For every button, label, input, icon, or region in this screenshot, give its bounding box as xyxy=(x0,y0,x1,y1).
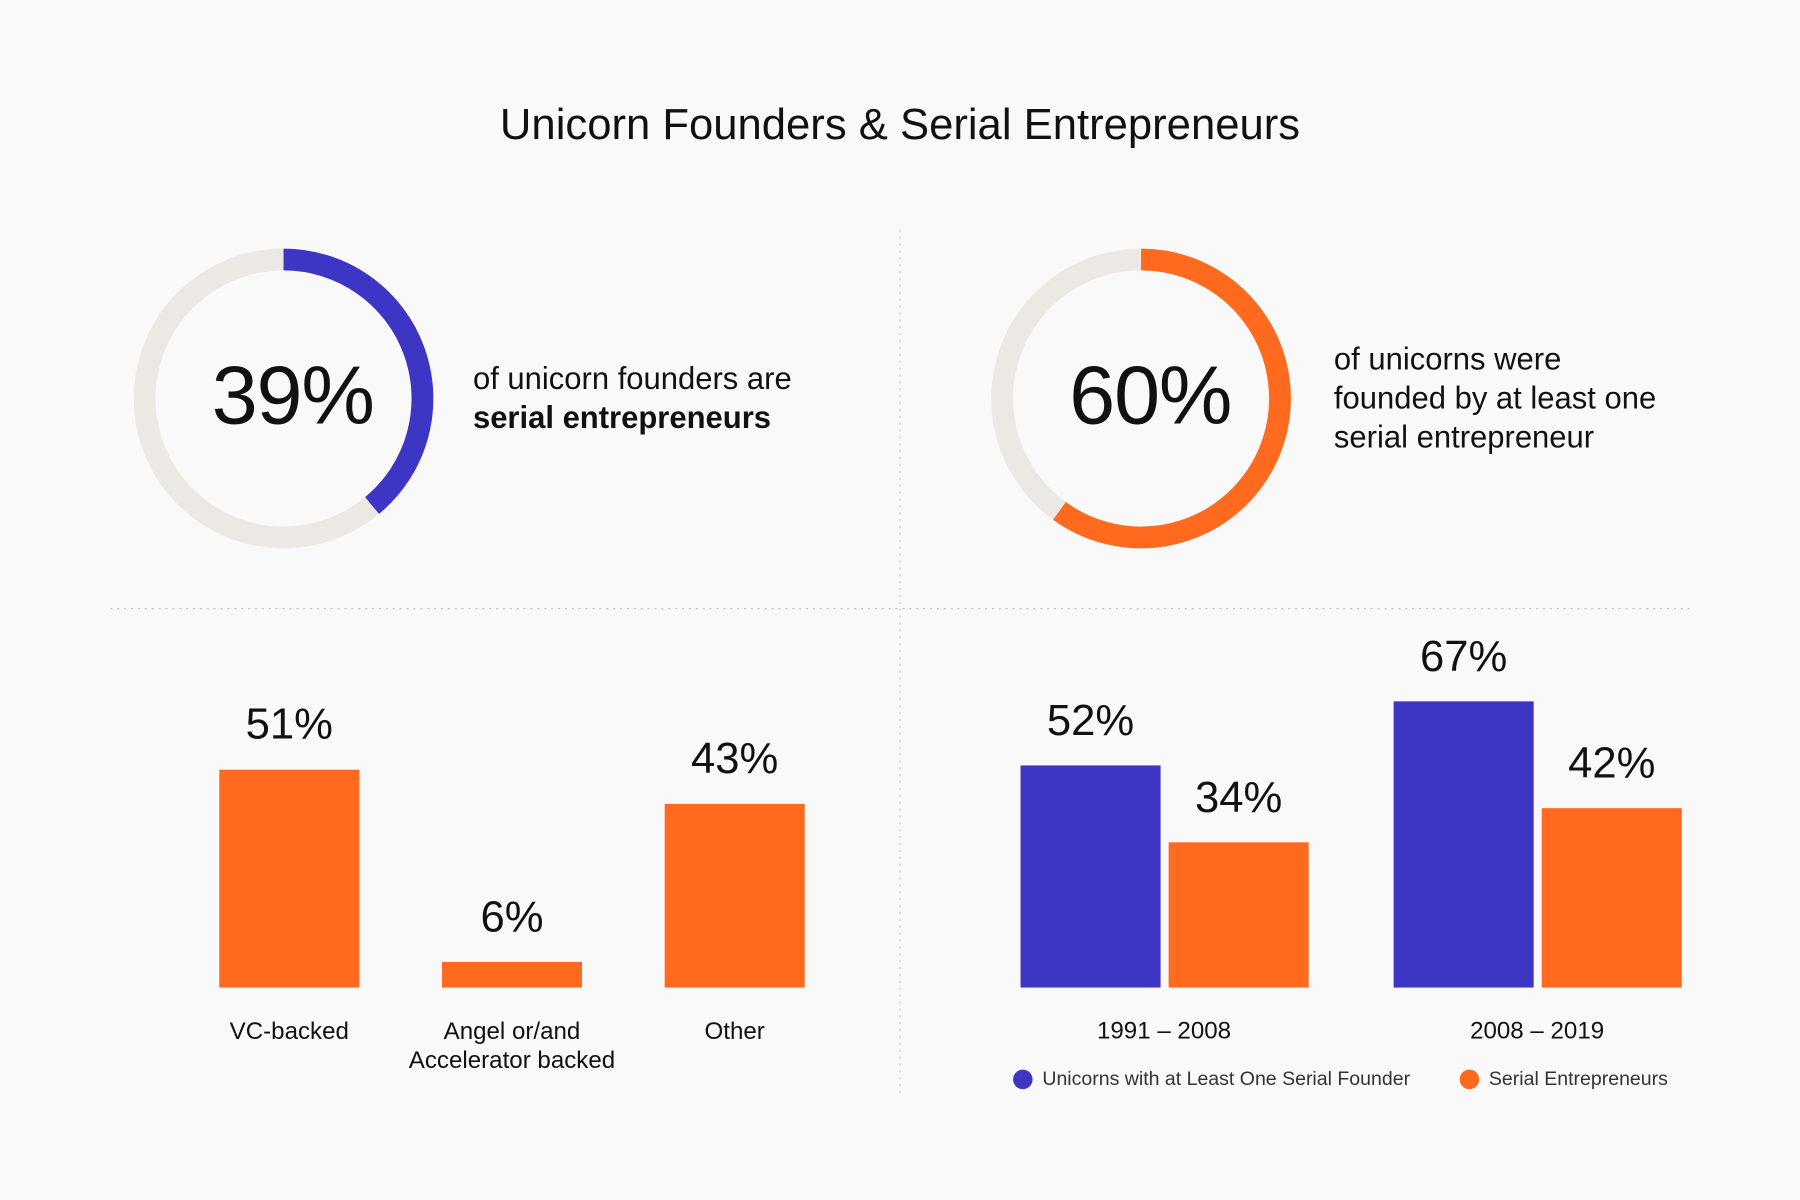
page-title: Unicorn Founders & Serial Entrepreneurs xyxy=(499,101,1301,150)
legend-label: Unicorns with at Least One Serial Founde… xyxy=(1042,1067,1411,1090)
caption: founded by at least one xyxy=(1333,381,1657,416)
value-label: 6% xyxy=(480,893,544,942)
bar xyxy=(1393,701,1534,988)
caption: serial entrepreneur xyxy=(1333,420,1595,455)
donut-arc xyxy=(1053,248,1291,549)
value-label: 67% xyxy=(1419,632,1508,681)
bar xyxy=(1020,765,1161,988)
bar xyxy=(441,961,583,988)
caption: of unicorn founders are xyxy=(472,361,792,396)
value-label: 42% xyxy=(1568,739,1656,788)
value-label: 34% xyxy=(1194,773,1283,822)
bar xyxy=(1541,808,1682,988)
value-label: 52% xyxy=(1046,696,1135,745)
category-label: 2008 – 2019 xyxy=(1470,1017,1605,1045)
caption: of unicorns were xyxy=(1333,341,1562,377)
value-label: 51% xyxy=(245,701,333,750)
donut-value-label: 39% xyxy=(211,350,375,442)
legend-marker xyxy=(1013,1069,1033,1090)
value-label: 43% xyxy=(691,735,779,784)
bar xyxy=(219,769,360,988)
bar xyxy=(1168,842,1309,988)
caption-bold: serial entrepreneurs xyxy=(472,400,771,435)
category-label: 1991 – 2008 xyxy=(1096,1017,1232,1045)
legend-marker xyxy=(1459,1069,1480,1090)
category-label: Other xyxy=(704,1018,765,1045)
legend-label: Serial Entrepreneurs xyxy=(1488,1067,1668,1090)
category-label: VC-backed xyxy=(229,1018,349,1045)
category-label: Angel or/and Accelerator backed xyxy=(408,1018,616,1074)
bar xyxy=(664,803,805,988)
donut-arc xyxy=(283,248,434,514)
donut-value-label: 60% xyxy=(1069,350,1232,442)
